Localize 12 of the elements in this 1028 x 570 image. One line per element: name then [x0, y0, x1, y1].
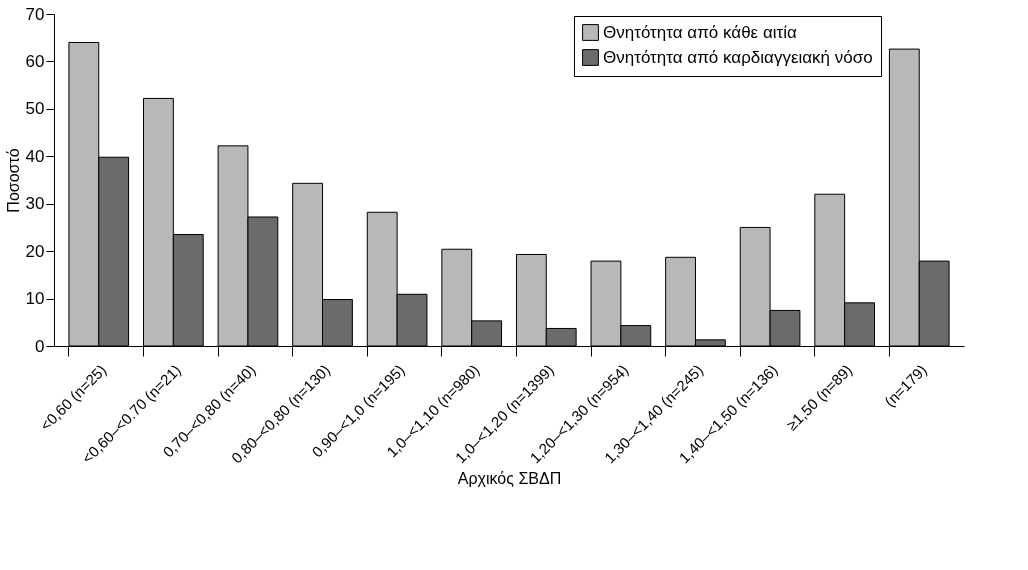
y-tick-label: 40: [25, 146, 45, 166]
y-tick-label: 50: [25, 99, 45, 119]
y-tick-label: 30: [25, 194, 45, 214]
y-axis-title: Ποσοστό: [4, 148, 22, 213]
y-tick-label: 10: [25, 289, 45, 309]
y-tick-label: 20: [25, 241, 45, 261]
y-tick-label: 0: [35, 336, 45, 356]
y-tick-label: 70: [25, 4, 45, 24]
x-axis-title: Αρχικός ΣΒΔΠ: [457, 469, 562, 487]
legend-label: Θνητότητα από κάθε αιτία: [603, 22, 798, 42]
legend-label: Θνητότητα από καρδιαγγειακή νόσο: [603, 47, 873, 67]
y-tick-label: 60: [25, 51, 45, 71]
